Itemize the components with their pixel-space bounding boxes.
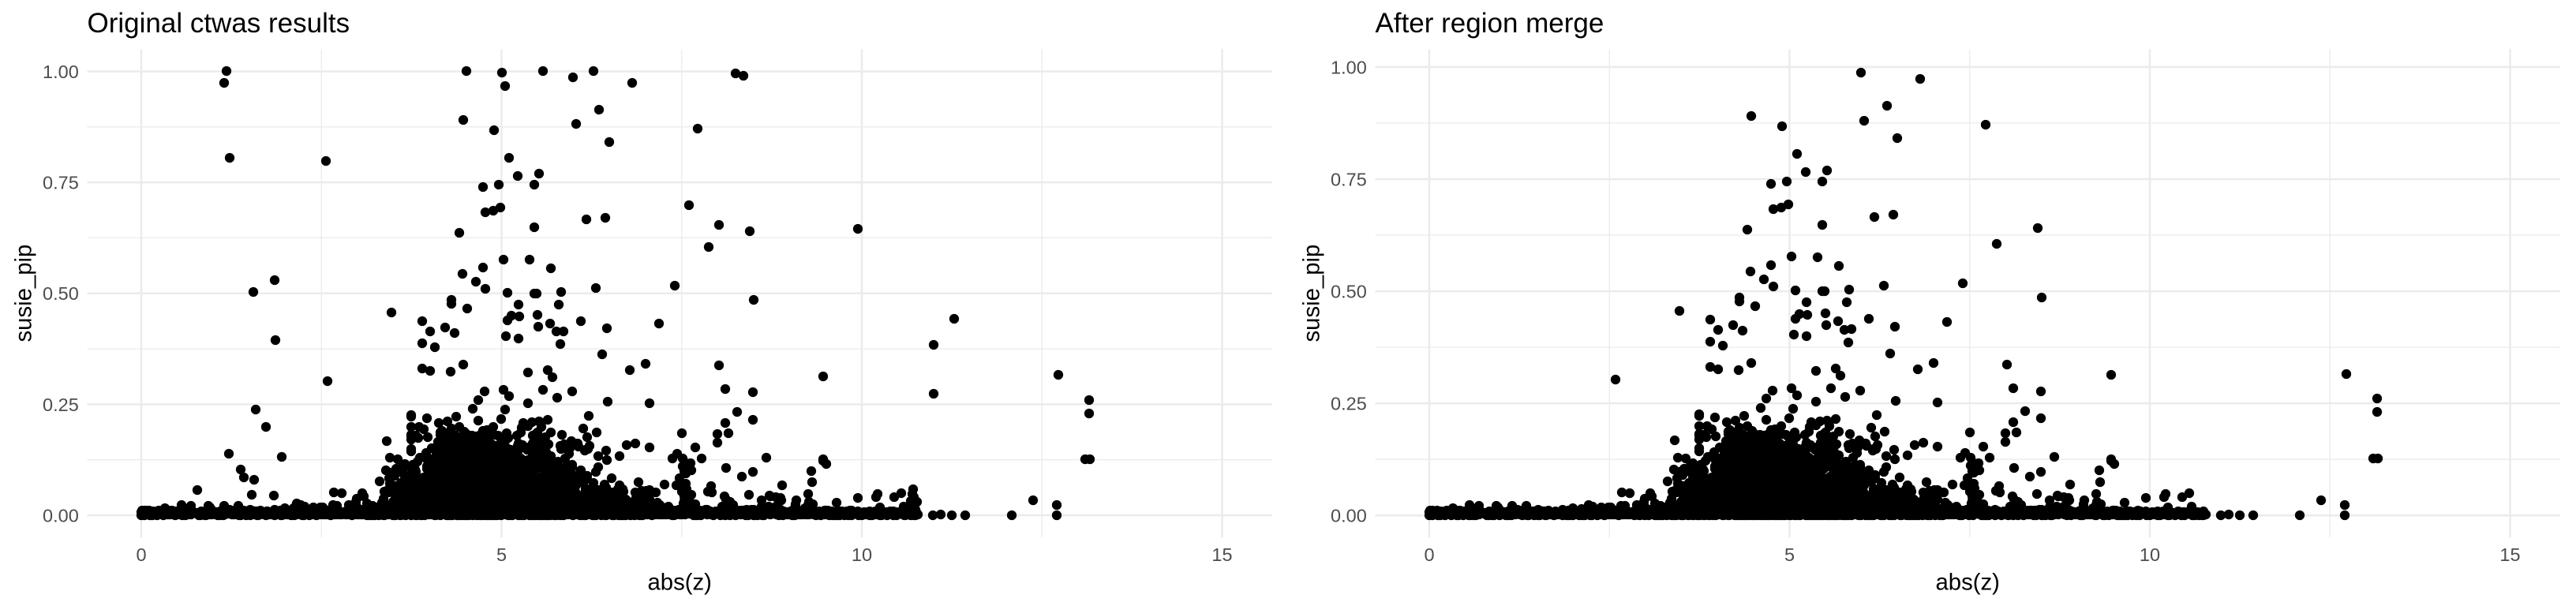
svg-text:0.75: 0.75 [43, 173, 79, 193]
svg-text:1.00: 1.00 [43, 62, 79, 82]
svg-text:0.50: 0.50 [43, 283, 79, 304]
svg-text:susie_pip: susie_pip [11, 245, 37, 342]
svg-text:5: 5 [496, 544, 507, 565]
svg-text:10: 10 [852, 544, 872, 565]
svg-text:After region merge: After region merge [1376, 8, 1604, 39]
svg-text:15: 15 [1211, 544, 1232, 565]
svg-text:abs(z): abs(z) [647, 570, 711, 596]
svg-text:0.00: 0.00 [43, 505, 79, 526]
svg-text:0.25: 0.25 [43, 395, 79, 415]
svg-text:10: 10 [2140, 544, 2160, 565]
svg-text:0: 0 [136, 544, 146, 565]
svg-text:1.00: 1.00 [1331, 57, 1367, 77]
svg-text:Original ctwas results: Original ctwas results [88, 8, 350, 39]
svg-text:0.75: 0.75 [1331, 169, 1367, 189]
svg-text:abs(z): abs(z) [1935, 570, 1999, 596]
svg-text:15: 15 [2499, 544, 2520, 565]
svg-text:susie_pip: susie_pip [1299, 245, 1325, 342]
svg-text:0: 0 [1424, 544, 1434, 565]
svg-text:5: 5 [1784, 544, 1795, 565]
svg-text:0.00: 0.00 [1331, 506, 1367, 526]
svg-text:0.50: 0.50 [1331, 282, 1367, 302]
svg-text:0.25: 0.25 [1331, 394, 1367, 414]
